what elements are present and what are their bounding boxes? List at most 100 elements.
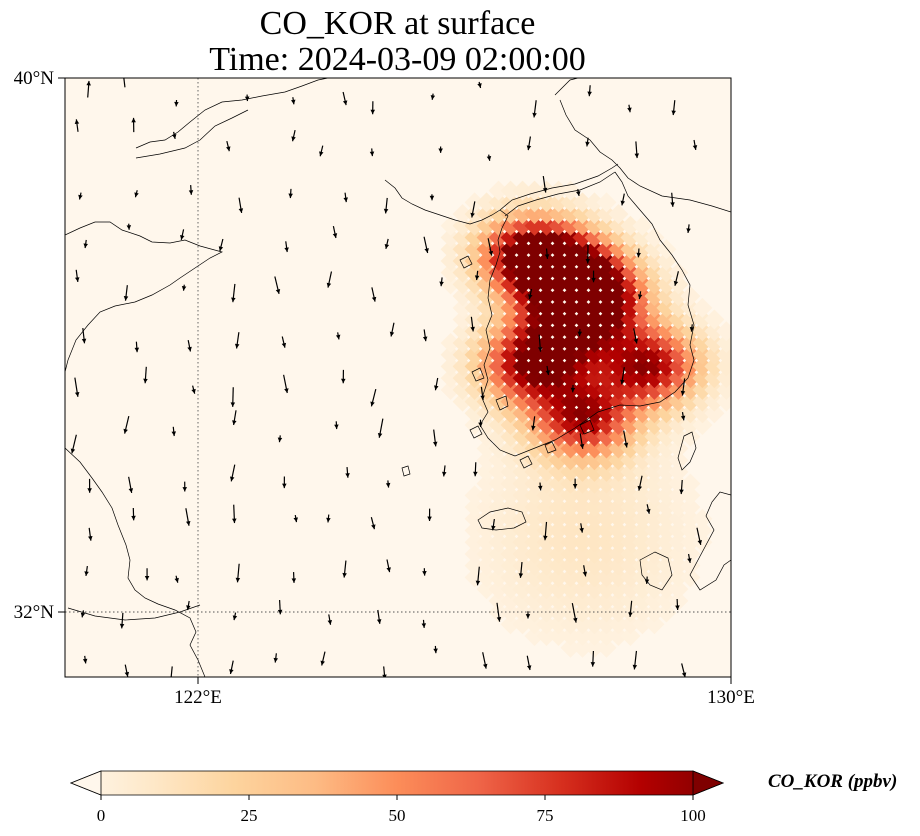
wind-arrow	[290, 97, 296, 105]
concentration-cell	[548, 344, 569, 365]
concentration-cell	[560, 450, 581, 471]
concentration-cell	[548, 567, 569, 588]
concentration-cell	[632, 532, 653, 553]
wind-arrow	[585, 137, 590, 147]
concentration-cell	[632, 602, 653, 623]
concentration-cell	[704, 379, 725, 400]
wind-arrow	[182, 481, 188, 492]
wind-arrow	[171, 131, 177, 140]
concentration-cell	[620, 485, 641, 506]
concentration-cell	[512, 555, 533, 576]
concentration-cell	[524, 426, 545, 447]
wind-arrow	[319, 145, 324, 157]
wind-arrow	[692, 139, 698, 151]
concentration-cell	[644, 485, 665, 506]
concentration-cell	[596, 426, 617, 447]
concentration-cell	[464, 321, 485, 342]
concentration-cell	[536, 274, 557, 295]
concentration-cell	[452, 204, 473, 225]
concentration-cell	[584, 520, 605, 541]
concentration-cell	[536, 625, 557, 646]
concentration-cell	[584, 614, 605, 635]
concentration-cell	[668, 555, 689, 576]
concentration-cell	[548, 497, 569, 518]
concentration-cell	[572, 415, 593, 436]
concentration-cell	[440, 332, 461, 353]
concentration-cell	[524, 286, 545, 307]
concentration-cell	[488, 356, 509, 377]
concentration-cell	[500, 180, 521, 201]
wind-arrow	[644, 576, 650, 584]
concentration-cell	[524, 379, 545, 400]
concentration-cell	[584, 497, 605, 518]
wind-arrow	[335, 332, 341, 340]
concentration-cell	[452, 321, 473, 342]
concentration-cell	[692, 379, 713, 400]
concentration-cell	[512, 250, 533, 271]
concentration-cell	[608, 625, 629, 646]
concentration-cell	[668, 497, 689, 518]
concentration-cell	[464, 543, 485, 564]
concentration-cell	[596, 204, 617, 225]
concentration-cell	[548, 579, 569, 600]
wind-arrow	[188, 185, 194, 195]
concentration-cell	[620, 368, 641, 389]
concentration-cell	[596, 403, 617, 424]
wind-arrow	[293, 514, 298, 523]
concentration-cell	[500, 485, 521, 506]
wind-arrow	[187, 339, 192, 352]
concentration-cell	[560, 309, 581, 330]
wind-arrow	[587, 85, 592, 97]
concentration-cell	[512, 567, 533, 588]
concentration-cell	[464, 344, 485, 365]
wind-arrow	[371, 287, 377, 302]
coastlines	[65, 78, 731, 677]
concentration-cell	[476, 520, 497, 541]
concentration-cell	[620, 532, 641, 553]
concentration-cell	[500, 426, 521, 447]
concentration-cell	[512, 543, 533, 564]
concentration-cell	[548, 555, 569, 576]
wind-arrow	[131, 117, 136, 133]
wind-arrow	[326, 514, 331, 523]
concentration-cell	[488, 555, 509, 576]
wind-arrow	[74, 119, 80, 132]
concentration-cell	[596, 567, 617, 588]
concentration-cell	[524, 227, 545, 248]
concentration-cell	[488, 262, 509, 283]
concentration-cell	[548, 239, 569, 260]
concentration-cell	[524, 204, 545, 225]
concentration-cell	[632, 344, 653, 365]
concentration-cell	[596, 262, 617, 283]
concentration-cell	[668, 461, 689, 482]
concentration-cell	[536, 555, 557, 576]
concentration-cell	[656, 250, 677, 271]
concentration-cell	[572, 274, 593, 295]
concentration-cell	[596, 192, 617, 213]
concentration-cell	[620, 497, 641, 518]
concentration-cell	[536, 321, 557, 342]
concentration-cell	[584, 344, 605, 365]
map-subtitle: Time: 2024-03-09 02:00:00	[209, 41, 586, 78]
concentration-cell	[692, 520, 713, 541]
concentration-cell	[704, 368, 725, 389]
concentration-cell	[524, 543, 545, 564]
concentration-cell	[656, 590, 677, 611]
concentration-cell	[668, 543, 689, 564]
wind-arrow	[542, 175, 548, 193]
concentration-cell	[464, 532, 485, 553]
concentration-cell	[692, 415, 713, 436]
concentration-cell	[620, 567, 641, 588]
concentration-cell	[524, 250, 545, 271]
wind-arrow	[84, 565, 89, 577]
wind-arrow	[320, 651, 326, 666]
concentration-cell	[644, 239, 665, 260]
concentration-cell	[572, 614, 593, 635]
colorbar-tick-label: 0	[97, 806, 106, 825]
concentration-cell	[572, 286, 593, 307]
concentration-cell	[644, 590, 665, 611]
concentration-cell	[572, 497, 593, 518]
wind-arrow	[291, 130, 296, 142]
concentration-cell	[680, 391, 701, 412]
lon-label-122: 122°E	[174, 687, 222, 708]
